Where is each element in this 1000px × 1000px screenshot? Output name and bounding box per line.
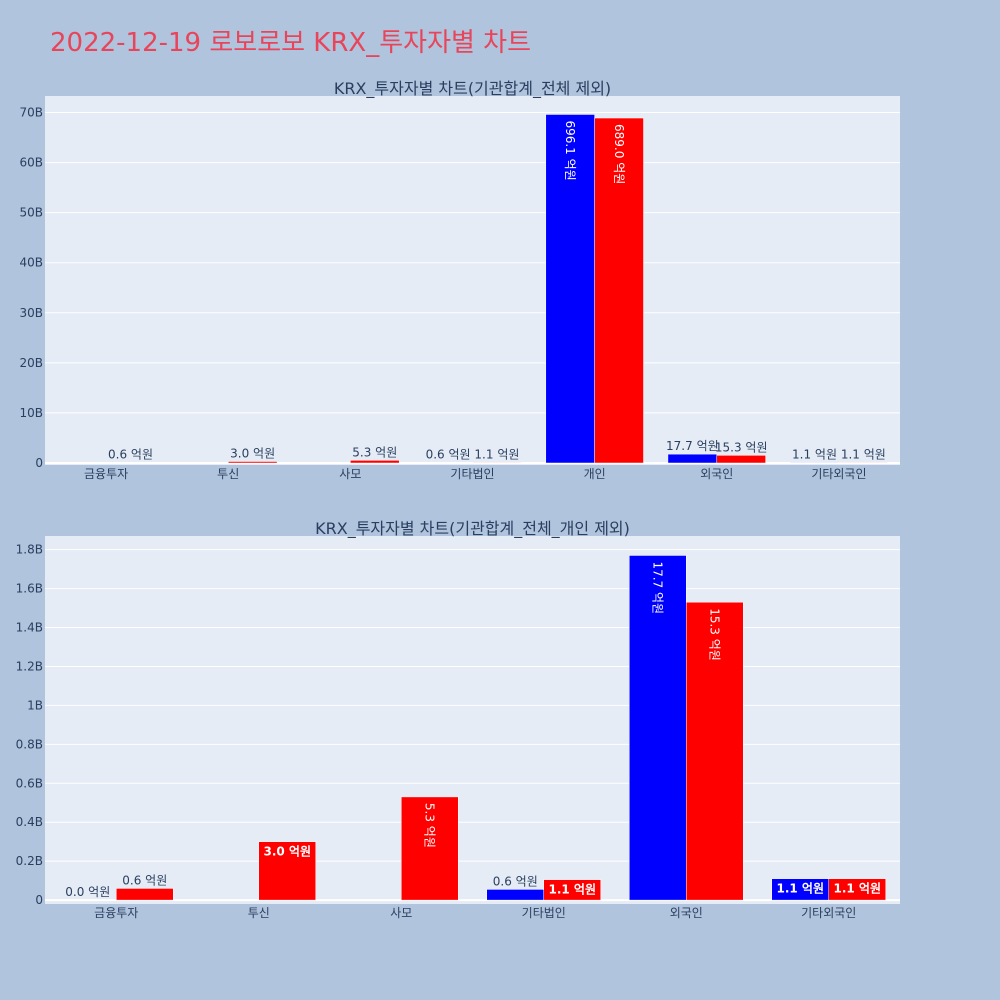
y-tick-label: 1.8B [16, 543, 43, 557]
y-tick-label: 10B [19, 406, 43, 420]
chart-1: 0 10B 20B 30B 40B 50B 60B 70B KRX_투자자별 차트(기관합계_전… [19, 79, 900, 481]
y-tick-label: 1B [27, 698, 43, 712]
y-tick-label: 1.6B [16, 582, 43, 596]
data-label: 0.6 억원 [108, 448, 153, 462]
y-tick-label: 0 [35, 456, 43, 470]
y-tick-label: 20B [19, 356, 43, 370]
bar [401, 796, 459, 901]
data-label: 17.7 억원 [666, 439, 719, 453]
x-tick-label: 기타외국인 [811, 467, 866, 481]
y-tick-label: 1.2B [16, 659, 43, 673]
data-label: 15.3 억원 [715, 440, 768, 454]
y-tick-label: 70B [19, 106, 43, 120]
data-label: 5.3 억원 [423, 803, 437, 848]
bar [545, 114, 595, 464]
x-tick-label: 투신 [248, 906, 270, 920]
data-label: 0.6 억원 [426, 448, 471, 462]
x-tick-label: 금융투자 [84, 467, 128, 481]
y-tick-label: 60B [19, 156, 43, 170]
data-label: 0.6 억원 [493, 874, 538, 888]
x-tick-label: 금융투자 [94, 906, 138, 920]
bar [838, 462, 889, 464]
bar [543, 879, 601, 901]
x-tick-label: 외국인 [700, 467, 733, 481]
data-label: 1.1 억원 [841, 447, 886, 461]
plot-area [45, 96, 900, 465]
data-label: 1.1 억원 [833, 882, 881, 896]
y-tick-label: 0.2B [16, 854, 43, 868]
bar [667, 453, 718, 464]
chart-2: 0 0.2B 0.4B 0.6B 0.8B 1B 1.2B 1.4B 1.6B 1.8B KRX_투… [16, 519, 900, 920]
chart-title: KRX_투자자별 차트(기관합계_전체 제외) [334, 79, 611, 99]
data-label: 1.1 억원 [792, 447, 837, 461]
data-label: 5.3 억원 [352, 445, 397, 459]
data-label: 1.1 억원 [548, 883, 596, 897]
data-label: 15.3 억원 [708, 608, 722, 661]
bar [716, 455, 766, 464]
data-label: 696.1 억원 [563, 120, 577, 180]
plot-area [45, 536, 900, 904]
x-tick-label: 투신 [217, 467, 239, 481]
y-tick-label: 40B [19, 256, 43, 270]
y-tick-label: 1.4B [16, 621, 43, 635]
bar [350, 460, 400, 464]
y-tick-label: 0 [35, 893, 43, 907]
x-tick-label: 사모 [390, 906, 412, 920]
data-label: 3.0 억원 [263, 845, 311, 859]
bar [227, 461, 278, 464]
x-tick-label: 기타법인 [522, 906, 566, 920]
x-tick-label: 사모 [339, 467, 361, 481]
y-tick-label: 50B [19, 206, 43, 220]
bar [828, 878, 886, 901]
bar [789, 462, 840, 464]
bar [486, 889, 544, 901]
y-tick-label: 0.8B [16, 737, 43, 751]
x-tick-label: 외국인 [670, 906, 703, 920]
bar [594, 117, 644, 464]
data-label: 3.0 억원 [230, 446, 275, 460]
y-tick-label: 0.6B [16, 776, 43, 790]
bar [116, 888, 174, 901]
y-tick-label: 0.4B [16, 815, 43, 829]
y-tick-label: 30B [19, 306, 43, 320]
x-tick-label: 기타법인 [450, 467, 494, 481]
bar [472, 462, 522, 464]
data-label: 1.1 억원 [776, 882, 824, 896]
data-label: 17.7 억원 [651, 561, 665, 614]
bar [258, 841, 316, 901]
x-tick-label: 개인 [584, 467, 606, 481]
data-label: 0.6 억원 [122, 873, 167, 887]
data-label: 689.0 억원 [612, 124, 626, 184]
data-label: 1.1 억원 [474, 447, 519, 461]
x-tick-label: 기타외국인 [801, 906, 856, 920]
bar [686, 601, 744, 901]
chart-title: KRX_투자자별 차트(기관합계_전체_개인 제외) [315, 519, 630, 539]
data-label: 0.0 억원 [65, 885, 110, 899]
page-title: 2022-12-19 로보로보 KRX_투자자별 차트 [50, 28, 532, 58]
